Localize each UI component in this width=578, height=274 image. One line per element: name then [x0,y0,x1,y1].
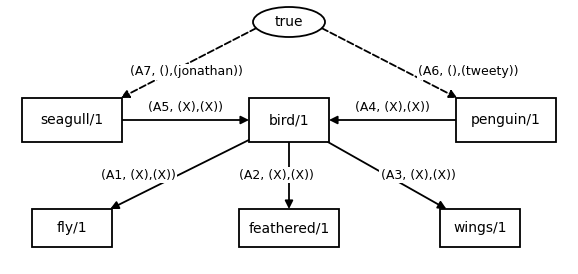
Text: (A4, (X),(X)): (A4, (X),(X)) [354,101,429,113]
Text: wings/1: wings/1 [453,221,507,235]
Bar [456,98,556,142]
Text: fly/1: fly/1 [57,221,87,235]
Text: (A6, (),(tweety)): (A6, (),(tweety)) [418,65,518,78]
Text: penguin/1: penguin/1 [471,113,541,127]
Text: true: true [275,15,303,29]
Bar [32,209,112,247]
Text: seagull/1: seagull/1 [40,113,103,127]
Bar [239,209,339,247]
Text: bird/1: bird/1 [269,113,309,127]
Text: (A3, (X),(X)): (A3, (X),(X)) [380,169,455,181]
Bar [22,98,122,142]
Text: feathered/1: feathered/1 [249,221,329,235]
Text: (A5, (X),(X)): (A5, (X),(X)) [149,101,224,113]
Bar [440,209,520,247]
Text: (A2, (X),(X)): (A2, (X),(X)) [239,169,313,181]
Text: (A1, (X),(X)): (A1, (X),(X)) [101,169,176,181]
Ellipse shape [253,7,325,37]
Bar [249,98,329,142]
Text: (A7, (),(jonathan)): (A7, (),(jonathan)) [130,65,243,78]
